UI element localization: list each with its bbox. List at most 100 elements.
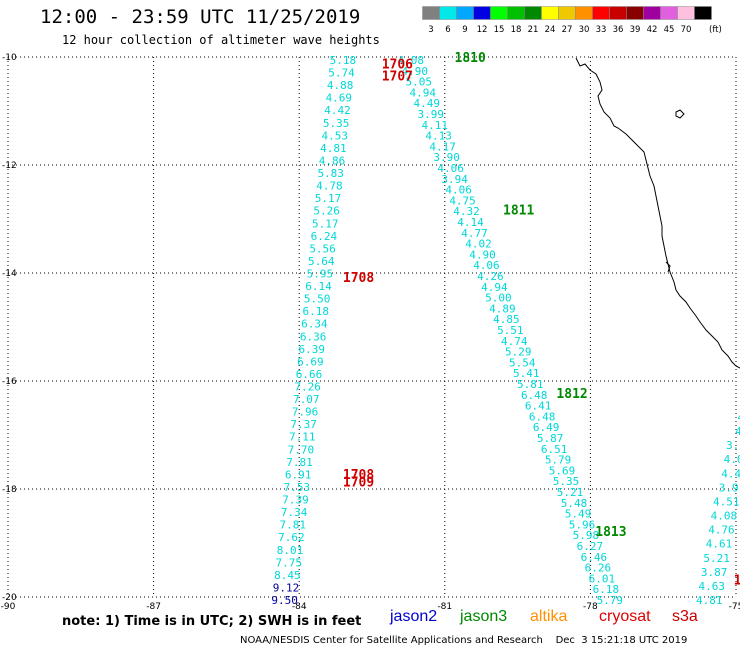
wave-height-value: 6.41 [525,400,552,413]
wave-height-value: 5.26 [313,205,340,218]
wave-height-value: 7.81 [286,456,313,469]
legend-swatch [694,6,712,20]
wave-height-value: 5.95 [307,267,334,280]
south-america-coastline [575,57,740,369]
pass-time-label: 1708 [343,271,374,286]
wave-height-value: 3.90 [433,151,460,164]
wave-height-value: 3.9 [719,481,739,494]
wave-height-value: 4.14 [457,216,484,229]
wave-height-value: 5.87 [537,432,564,445]
lake-outline [675,109,685,119]
pass-time-label: 1811 [503,203,534,218]
wave-height-value: 5.74 [328,67,355,80]
wave-height-value: 4.90 [402,65,429,78]
wave-height-value: 5.35 [553,475,580,488]
wave-height-value: 7.81 [280,519,307,532]
lon-tick-label: -78 [583,602,598,612]
wave-height-value: 5.83 [317,167,344,180]
wave-height-value: 4.02 [465,238,492,251]
wave-height-value: 7.75 [275,556,302,569]
wave-height-value: 4.11 [421,119,448,132]
wave-height-value: 7.96 [292,406,319,419]
lat-tick-label: -18 [2,485,17,495]
wave-height-value: 5.51 [497,324,524,337]
wave-height-value: 7.37 [290,418,317,431]
wave-height-value: 6.91 [285,468,312,481]
wave-height-value: 6.34 [301,318,328,331]
wave-height-value: 5.50 [304,293,331,306]
wave-height-value: 5.81 [517,378,544,391]
wave-height-value: 4.06 [473,259,500,272]
wave-height-value: 6.27 [577,540,604,553]
wave-height-value: 4.0 [724,453,740,466]
wave-height-value: 4.42 [324,104,351,117]
legend-tick-label: 36 [613,25,624,35]
track-c: 5443.74.04.43.94.514.084.764.615.213.874… [696,397,740,607]
lon-tick-label: -75 [729,602,740,612]
wave-height-value: 7.11 [289,431,316,444]
wave-height-value: 4.61 [706,538,733,551]
pass-time-label: 1709 [343,475,374,490]
wave-height-value: 4 [738,411,740,424]
units-note: note: 1) Time is in UTC; 2) SWH is in fe… [62,614,362,629]
wave-height-value: 4.06 [445,184,472,197]
wave-height-value: 5.17 [312,217,339,230]
wave-height-value: 4.08 [398,54,425,67]
wave-height-value: 4.94 [410,86,437,99]
legend-tick-label: 42 [647,25,658,35]
pass-time-label: 1813 [595,525,626,540]
track-a: 5.185.744.884.694.425.354.534.814.865.83… [271,54,356,607]
legend-unit: (ft) [709,25,722,35]
wave-height-value: 4.08 [711,510,738,523]
wave-height-value: 4.81 [320,142,347,155]
wave-height-value: 5.56 [309,242,336,255]
wave-height-value: 6.46 [581,551,608,564]
footer-credit: NOAA/NESDIS Center for Satellite Applica… [240,635,688,646]
pass-time-label: 1812 [556,387,587,402]
wave-height-value: 7.62 [278,531,305,544]
pass-time-label: 1708 [343,468,374,483]
legend-tick-label: 33 [596,25,607,35]
satellite-altika: altika [530,608,568,625]
wave-height-value: 7.53 [284,481,311,494]
wave-height-value: 7.26 [294,381,321,394]
lat-tick-label: -20 [2,593,17,603]
satellite-jason3: jason3 [460,608,508,625]
coast-inlet [665,261,671,273]
wave-height-value: 6.36 [300,330,327,343]
wave-height-value: 5.00 [485,292,512,305]
wave-height-value: 5.41 [513,367,540,380]
wave-height-value: 4.78 [316,180,343,193]
satellite-cryosat: cryosat [599,608,651,625]
map-subtitle: 12 hour collection of altimeter wave hei… [62,33,380,47]
wave-height-value: 3.7 [726,439,740,452]
pass-time-label: 1 [734,574,740,589]
wave-height-value: 7.39 [282,494,309,507]
wave-height-value: 4.90 [469,248,496,261]
wave-height-value: 4.75 [449,194,476,207]
satellite-s3a: s3a [672,608,698,625]
lat-tick-label: -10 [2,53,17,63]
wave-height-value: 5.98 [573,529,600,542]
wave-height-value: 5.29 [505,346,532,359]
wave-height-value: 6.18 [303,305,330,318]
legend-tick-label: 30 [579,25,590,35]
wave-height-value: 4.94 [481,281,508,294]
wave-height-value: 4.88 [327,79,354,92]
wave-height-value: 7.70 [288,443,315,456]
lon-tick-label: -84 [292,602,307,612]
lon-tick-label: -87 [146,602,161,612]
wave-height-value: 7.34 [281,506,308,519]
wave-height-value: 4.89 [489,302,516,315]
legend-tick-label: 6 [445,25,450,35]
wave-height-value: 4.51 [713,495,740,508]
pass-time-label: 1810 [455,51,486,66]
track-b: 4.084.905.054.944.493.994.114.134.173.90… [398,54,623,607]
wave-height-value: 4.86 [319,154,346,167]
wave-height-value: 4.76 [708,524,735,537]
lon-tick-label: -81 [437,602,452,612]
wave-height-value: 4.74 [501,335,528,348]
legend-tick-label: 21 [528,25,539,35]
